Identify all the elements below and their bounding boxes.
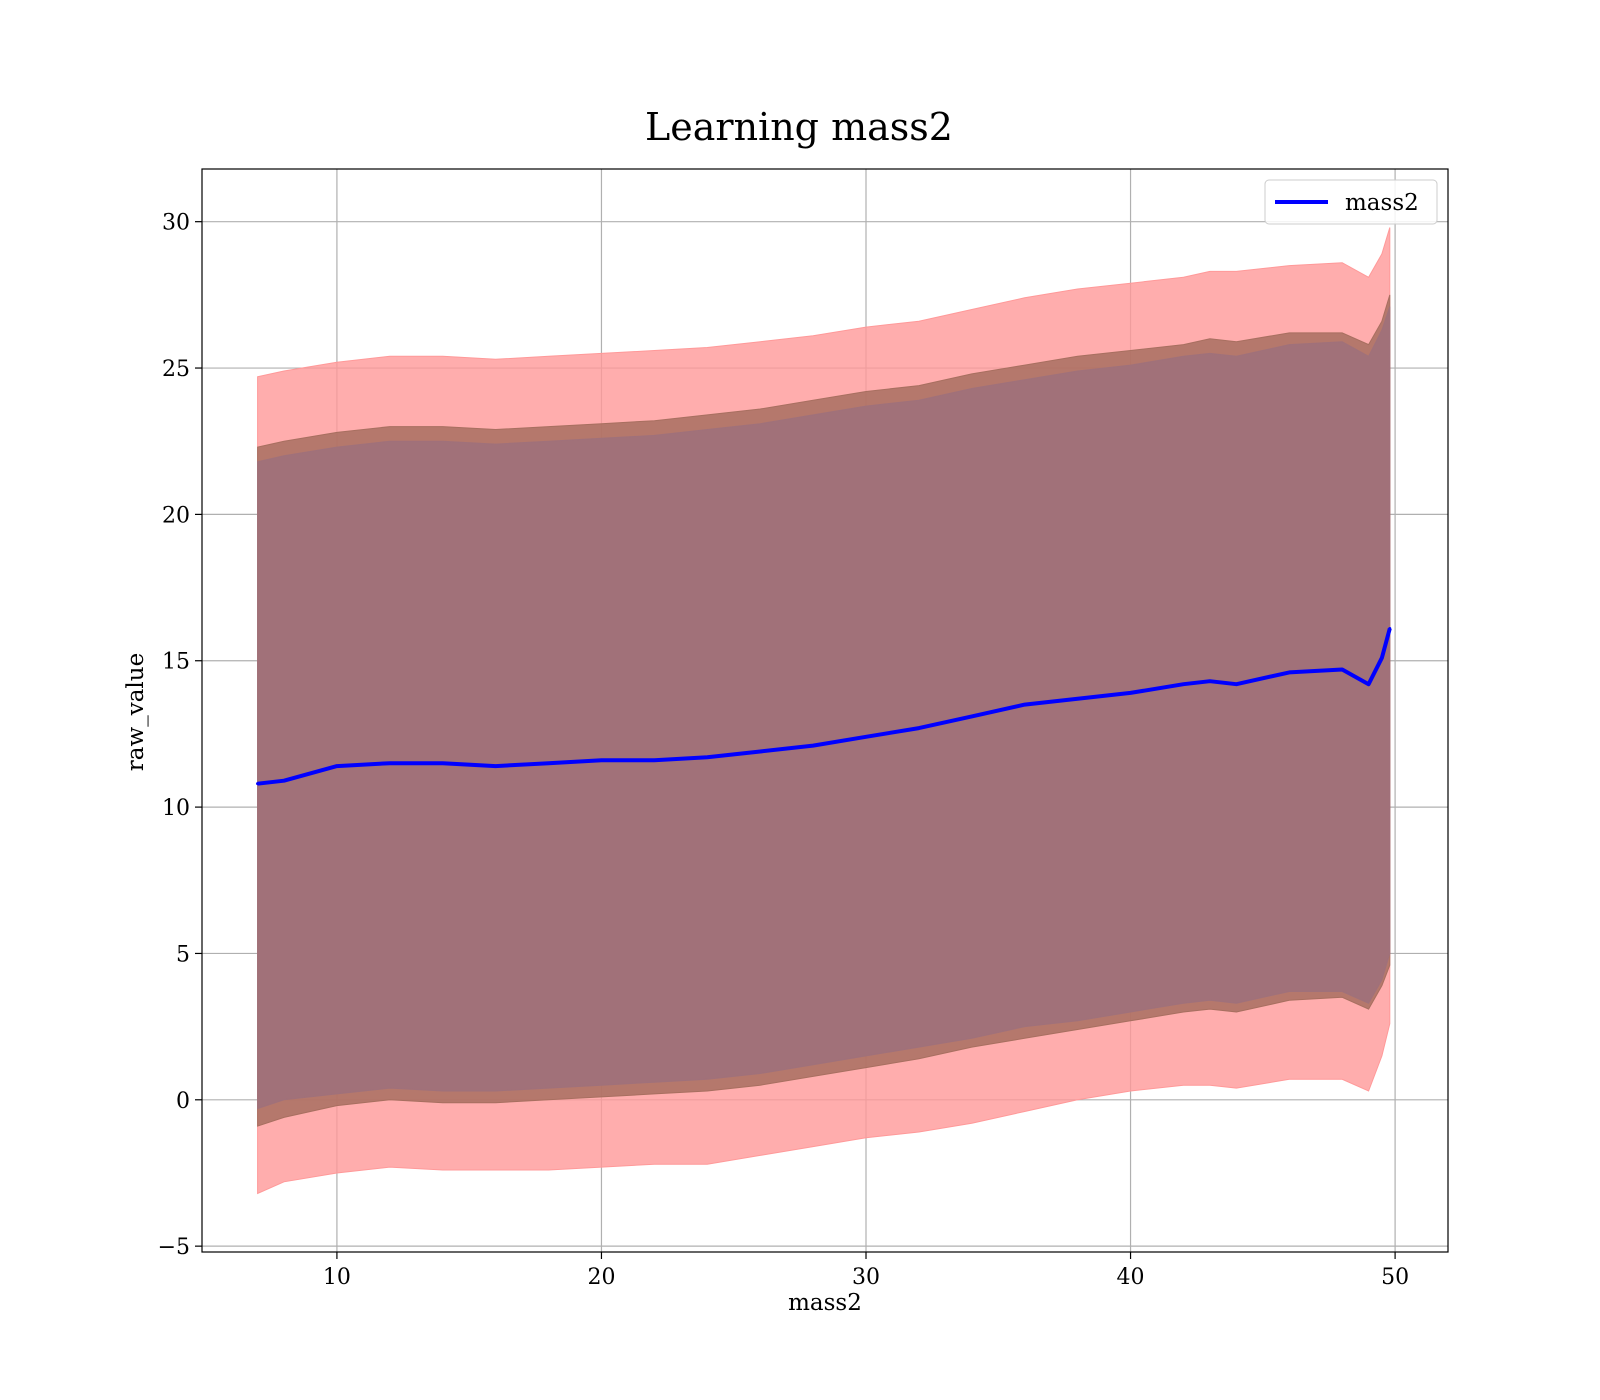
y-tick-label: 0 xyxy=(176,1089,190,1114)
chart-title: Learning mass2 xyxy=(645,105,953,149)
x-tick-label: 40 xyxy=(1117,1265,1145,1290)
series-layer xyxy=(256,627,1392,786)
x-axis: 10 20 30 40 50 xyxy=(323,1252,1409,1290)
data-point-2 xyxy=(335,764,339,768)
data-point-9 xyxy=(705,755,709,759)
data-point-25 xyxy=(1388,627,1392,631)
y-tick-label: 15 xyxy=(162,650,190,675)
data-point-1 xyxy=(282,779,286,783)
data-point-19 xyxy=(1208,679,1212,683)
y-tick-label: 20 xyxy=(162,503,190,528)
data-point-23 xyxy=(1367,682,1371,686)
data-point-20 xyxy=(1234,682,1238,686)
data-point-3 xyxy=(388,761,392,765)
x-tick-label: 50 xyxy=(1381,1265,1409,1290)
legend-box xyxy=(1264,179,1438,225)
data-point-7 xyxy=(599,758,603,762)
data-point-11 xyxy=(811,744,815,748)
legend: mass2 xyxy=(1264,179,1438,225)
y-tick-label: 25 xyxy=(162,357,190,382)
data-point-16 xyxy=(1076,697,1080,701)
data-point-0 xyxy=(256,782,260,786)
series-line-mass2 xyxy=(257,627,1392,786)
data-point-6 xyxy=(547,761,551,765)
data-point-5 xyxy=(494,764,498,768)
data-point-4 xyxy=(441,761,445,765)
data-point-14 xyxy=(970,714,974,718)
x-tick-label: 10 xyxy=(323,1265,351,1290)
bands xyxy=(257,227,1391,1195)
x-tick-label: 20 xyxy=(587,1265,615,1290)
data-point-12 xyxy=(864,735,868,739)
data-point-21 xyxy=(1287,670,1291,674)
y-tick-label: 10 xyxy=(162,796,190,821)
y-tick-label: 5 xyxy=(176,942,190,967)
x-tick-label: 30 xyxy=(852,1265,880,1290)
data-point-22 xyxy=(1340,668,1344,672)
data-point-13 xyxy=(917,726,921,730)
data-point-17 xyxy=(1129,691,1133,695)
plot-frame xyxy=(201,168,1449,1253)
y-tick-label: 30 xyxy=(162,211,190,236)
data-point-24 xyxy=(1380,656,1384,660)
data-point-10 xyxy=(758,749,762,753)
x-axis-label: mass2 xyxy=(788,1290,862,1316)
y-axis: −5 0 5 10 15 20 25 30 xyxy=(158,211,202,1260)
band-inner xyxy=(257,306,1391,1110)
data-point-15 xyxy=(1023,703,1027,707)
data-point-8 xyxy=(652,758,656,762)
legend-label-mass2: mass2 xyxy=(1345,190,1419,216)
data-point-18 xyxy=(1181,682,1185,686)
y-axis-label: raw_value xyxy=(123,653,149,771)
y-tick-label: −5 xyxy=(158,1235,190,1260)
